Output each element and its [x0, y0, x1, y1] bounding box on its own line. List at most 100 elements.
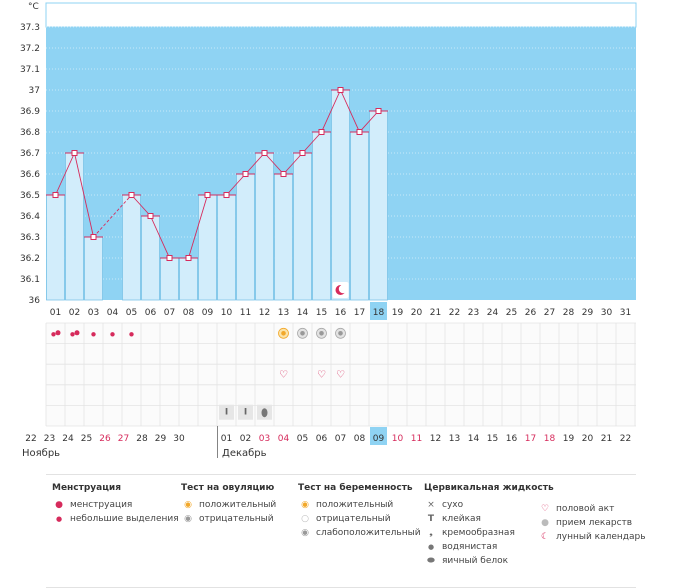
date-label[interactable]: 04: [278, 434, 290, 444]
date-label[interactable]: 22: [620, 434, 631, 444]
date-label[interactable]: 03: [259, 434, 270, 444]
cycle-day-label[interactable]: 19: [392, 308, 404, 318]
cycle-day-label[interactable]: 24: [487, 308, 499, 318]
temperature-bar[interactable]: [274, 173, 293, 301]
cycle-day-label[interactable]: 08: [183, 308, 195, 318]
temperature-point[interactable]: [166, 255, 173, 261]
cycle-day-label[interactable]: 29: [582, 308, 594, 318]
cycle-day-label[interactable]: 09: [202, 308, 214, 318]
date-label[interactable]: 16: [506, 434, 518, 444]
date-label[interactable]: 23: [44, 434, 55, 444]
temperature-bar[interactable]: [255, 152, 274, 301]
temperature-point[interactable]: [318, 129, 325, 135]
date-label[interactable]: 13: [449, 434, 460, 444]
date-label[interactable]: 20: [582, 434, 594, 444]
temperature-bar[interactable]: [331, 89, 350, 301]
temperature-point[interactable]: [185, 255, 192, 261]
date-label[interactable]: 26: [99, 434, 111, 444]
cycle-day-label[interactable]: 22: [449, 308, 460, 318]
temperature-point[interactable]: [242, 171, 249, 177]
date-label[interactable]: 28: [136, 434, 148, 444]
date-label[interactable]: 18: [544, 434, 556, 444]
temperature-bar[interactable]: [198, 194, 217, 301]
cycle-day-label[interactable]: 20: [411, 308, 423, 318]
temperature-point[interactable]: [337, 87, 344, 93]
temperature-point[interactable]: [90, 234, 97, 240]
cycle-day-label[interactable]: 17: [354, 308, 365, 318]
temperature-bar[interactable]: [122, 194, 141, 301]
cycle-day-label[interactable]: 02: [69, 308, 80, 318]
temperature-point[interactable]: [52, 192, 59, 198]
temperature-point[interactable]: [71, 150, 78, 156]
date-label[interactable]: 30: [173, 434, 185, 444]
cycle-day-label[interactable]: 03: [88, 308, 99, 318]
temperature-point[interactable]: [375, 108, 382, 114]
cycle-day-label[interactable]: 21: [430, 308, 441, 318]
temperature-bar[interactable]: [236, 173, 255, 301]
cycle-day-label[interactable]: 06: [145, 308, 157, 318]
date-label[interactable]: 07: [335, 434, 346, 444]
cycle-day-label[interactable]: 30: [601, 308, 613, 318]
date-label[interactable]: 25: [81, 434, 92, 444]
cycle-day-label[interactable]: 26: [525, 308, 537, 318]
cycle-day-label[interactable]: 13: [278, 308, 289, 318]
temperature-bar[interactable]: [369, 110, 388, 301]
temperature-bar[interactable]: [84, 236, 103, 301]
date-label[interactable]: 15: [487, 434, 498, 444]
symptom-grid[interactable]: ♡ ♡ ♡ I I: [45, 322, 636, 426]
date-label[interactable]: 27: [118, 434, 129, 444]
temperature-point[interactable]: [204, 192, 211, 198]
date-label[interactable]: 08: [354, 434, 366, 444]
cycle-day-label[interactable]: 11: [240, 308, 251, 318]
cycle-day-label[interactable]: 27: [544, 308, 555, 318]
date-label[interactable]: 01: [221, 434, 232, 444]
temperature-bar[interactable]: [312, 131, 331, 301]
date-label[interactable]: 02: [240, 434, 251, 444]
cycle-day-label[interactable]: 15: [316, 308, 327, 318]
temperature-bar[interactable]: [179, 257, 198, 301]
temperature-point[interactable]: [299, 150, 306, 156]
cycle-day-label[interactable]: 28: [563, 308, 575, 318]
temperature-bar[interactable]: [217, 194, 236, 301]
date-axis[interactable]: 22 23 24 25 26 27 28 29 30 01 02 03 04 05 06 07 08 09 10 11…: [25, 425, 636, 458]
date-label[interactable]: 21: [601, 434, 612, 444]
temperature-bar[interactable]: [141, 215, 160, 301]
cycle-day-label[interactable]: 05: [126, 308, 137, 318]
temperature-bars[interactable]: [46, 89, 388, 301]
temperature-point[interactable]: [223, 192, 230, 198]
cycle-day-label[interactable]: 23: [468, 308, 479, 318]
temperature-point[interactable]: [147, 213, 154, 219]
date-label[interactable]: 10: [392, 434, 404, 444]
cycle-day-label[interactable]: 16: [335, 308, 347, 318]
cycle-day-label[interactable]: 25: [506, 308, 517, 318]
cycle-day-label[interactable]: 31: [620, 308, 631, 318]
date-label[interactable]: 14: [468, 434, 480, 444]
cycle-day-label[interactable]: 12: [259, 308, 270, 318]
date-label[interactable]: 29: [155, 434, 167, 444]
cycle-day-label[interactable]: 04: [107, 308, 119, 318]
date-label[interactable]: 09: [373, 434, 385, 444]
temperature-bar[interactable]: [350, 131, 369, 301]
temperature-point[interactable]: [261, 150, 268, 156]
temperature-bar[interactable]: [46, 194, 65, 301]
temperature-bar[interactable]: [65, 152, 84, 301]
temperature-point[interactable]: [128, 192, 135, 198]
cycle-day-label[interactable]: 07: [164, 308, 175, 318]
cycle-day-label[interactable]: 01: [50, 308, 61, 318]
date-label[interactable]: 06: [316, 434, 328, 444]
temperature-bar[interactable]: [160, 257, 179, 301]
cycle-day-axis[interactable]: 01 02 03 04 05 06 07 08 09 10 11 12 13 14 15 16 17 18 19 20…: [50, 302, 631, 320]
cycle-day-label[interactable]: 10: [221, 308, 233, 318]
date-label[interactable]: 17: [525, 434, 536, 444]
temperature-point[interactable]: [280, 171, 287, 177]
temperature-bar[interactable]: [293, 152, 312, 301]
date-label[interactable]: 22: [25, 434, 36, 444]
date-label[interactable]: 12: [430, 434, 441, 444]
cycle-day-label[interactable]: 14: [297, 308, 309, 318]
date-label[interactable]: 24: [62, 434, 74, 444]
date-label[interactable]: 11: [411, 434, 422, 444]
date-label[interactable]: 19: [563, 434, 575, 444]
temperature-point[interactable]: [356, 129, 363, 135]
cycle-day-label[interactable]: 18: [373, 308, 385, 318]
date-label[interactable]: 05: [297, 434, 308, 444]
